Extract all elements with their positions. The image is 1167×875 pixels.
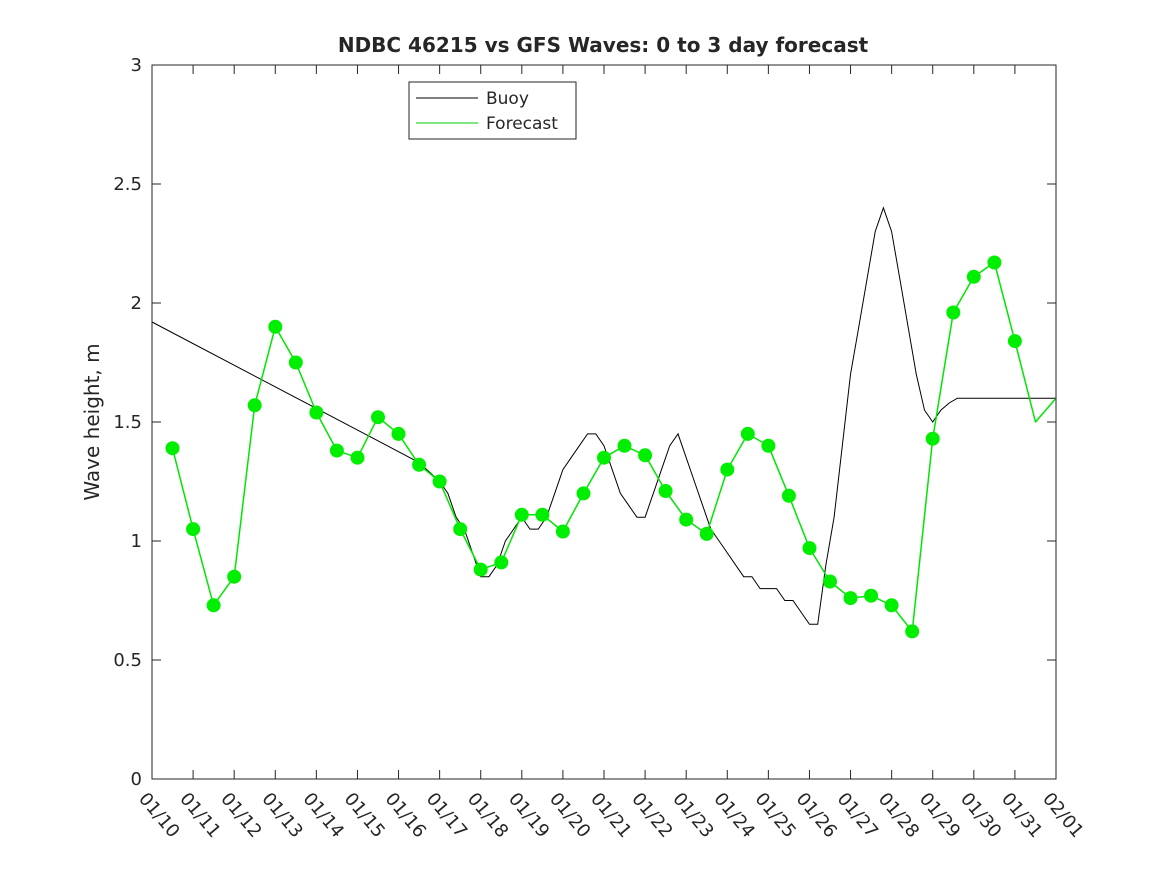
- y-tick-label: 0.5: [113, 650, 142, 671]
- forecast-point: [165, 441, 180, 456]
- y-tick-label: 2.5: [113, 174, 142, 195]
- forecast-point: [946, 305, 961, 320]
- forecast-point: [227, 569, 242, 584]
- buoy-series-layer: [151, 206, 1056, 625]
- forecast-point: [617, 438, 632, 453]
- forecast-point: [802, 541, 817, 556]
- forecast-point: [638, 448, 653, 463]
- y-axis-label: Wave height, m: [80, 343, 104, 500]
- forecast-point: [597, 450, 611, 465]
- y-tick-label: 1.5: [113, 412, 142, 433]
- forecast-point: [658, 484, 673, 498]
- forecast-point: [371, 410, 385, 425]
- forecast-point: [555, 524, 570, 539]
- forecast-point: [740, 426, 755, 441]
- forecast-point: [699, 526, 714, 541]
- forecast-point: [350, 450, 365, 465]
- forecast-point: [288, 355, 303, 370]
- buoy-line: [151, 206, 1056, 625]
- y-axis-ticks: 0 0.5 1 1.5 2 2.5 3: [113, 55, 1056, 790]
- legend-box: [408, 81, 577, 140]
- forecast-point: [206, 598, 221, 613]
- y-tick-label: 2: [131, 293, 142, 314]
- forecast-point: [884, 598, 899, 613]
- forecast-point: [247, 398, 262, 413]
- legend-forecast-label: Forecast: [486, 114, 558, 134]
- forecast-point: [905, 624, 920, 639]
- forecast-point: [309, 405, 324, 420]
- forecast-point: [864, 588, 879, 603]
- y-tick-label: 0: [131, 769, 142, 790]
- forecast-point: [514, 507, 529, 522]
- forecast-point: [576, 486, 591, 501]
- forecast-point: [494, 555, 509, 570]
- forecast-point: [268, 319, 283, 334]
- y-tick-label: 1: [131, 531, 142, 552]
- forecast-point: [966, 269, 981, 284]
- forecast-point: [1007, 334, 1022, 349]
- forecast-point: [432, 474, 447, 489]
- forecast-point: [473, 562, 488, 577]
- chart-title: NDBC 46215 vs GFS Waves: 0 to 3 day fore…: [338, 33, 869, 57]
- forecast-point: [781, 488, 796, 503]
- forecast-point: [391, 426, 406, 441]
- forecast-point: [453, 522, 468, 537]
- forecast-point: [720, 462, 735, 477]
- forecast-point: [843, 591, 858, 606]
- forecast-point: [761, 438, 776, 453]
- forecast-point: [679, 512, 694, 527]
- forecast-point: [987, 255, 1002, 270]
- legend: Buoy Forecast: [408, 81, 577, 140]
- forecast-point: [412, 457, 427, 472]
- forecast-point: [823, 574, 837, 589]
- forecast-point: [186, 522, 201, 537]
- plot-area: [152, 65, 1056, 779]
- y-tick-label: 3: [131, 55, 142, 76]
- legend-buoy-label: Buoy: [486, 89, 529, 109]
- forecast-marker-layer: [165, 255, 1022, 639]
- forecast-point: [329, 443, 344, 458]
- forecast-point: [535, 507, 550, 522]
- forecast-point: [925, 431, 940, 446]
